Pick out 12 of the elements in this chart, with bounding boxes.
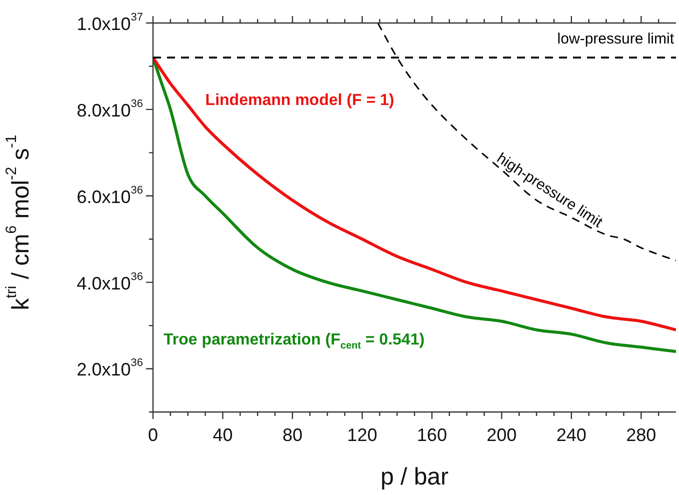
x-tick-label: 0 [148, 424, 158, 445]
x-tick-label: 200 [486, 424, 517, 445]
x-axis-title: p / bar [380, 464, 449, 491]
series-label: Lindemann model (F = 1) [205, 92, 394, 110]
x-tick-label: 160 [416, 424, 447, 445]
x-tick-label: 280 [626, 424, 656, 445]
x-tick-label: 240 [556, 424, 586, 445]
x-tick-label: 120 [347, 424, 378, 445]
ref-line-label: low-pressure limit [557, 30, 675, 48]
x-tick-label: 40 [212, 424, 233, 445]
x-tick-label: 80 [282, 424, 302, 445]
y-axis-title: ktri / cm6 mol-2 s-1 [3, 134, 35, 310]
